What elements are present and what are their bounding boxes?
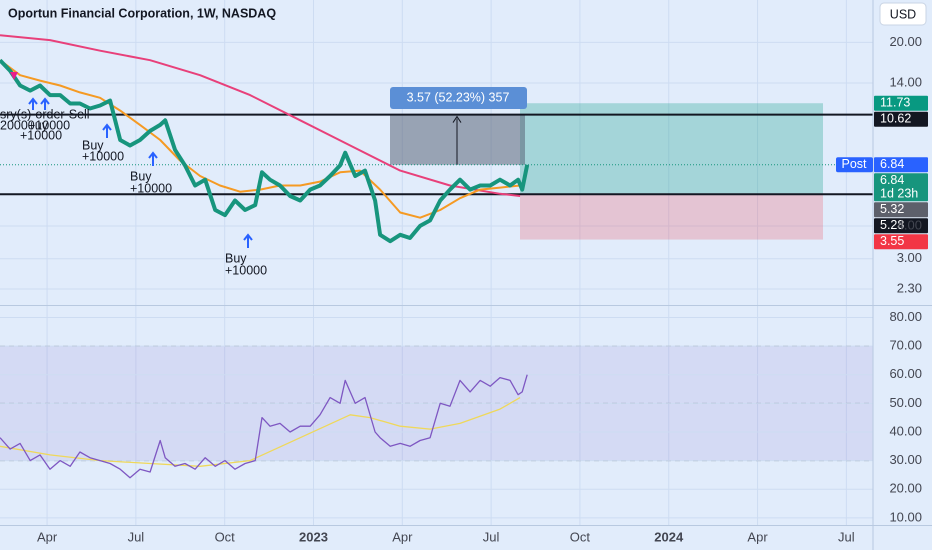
order-annotation: +10000 (225, 263, 267, 277)
marks: 3.57 (52.23%) 357 (0, 34, 873, 479)
currency[interactable]: USD (890, 7, 916, 21)
y-tick-label: 10.00 (889, 509, 922, 524)
arrow (243, 233, 253, 248)
price-label: 11.73 (880, 96, 910, 110)
chart-title: Oportun Financial Corporation, 1W, NASDA… (8, 6, 276, 20)
x-tick-label: Jul (483, 529, 500, 544)
y-tick-label: 20.00 (889, 481, 922, 496)
order-annotation: +10000 (20, 128, 62, 142)
price-label: 3.55 (880, 234, 904, 248)
order-arrows (10, 72, 253, 248)
order-annotation: 20000uy (0, 118, 49, 132)
loss-zone (520, 193, 823, 240)
countdown: 1d 23h (880, 187, 918, 201)
order-annotation: Buy (225, 251, 247, 265)
y-tick-label: 40.00 (889, 423, 922, 438)
price-label-bg (874, 95, 928, 111)
order-annotation: Buy (130, 169, 152, 183)
price-label-bg (874, 202, 928, 218)
y-tick-label: 70.00 (889, 338, 922, 353)
measure-arrowhead (452, 115, 462, 123)
x-tick-label: Oct (570, 529, 591, 544)
series-line (0, 34, 521, 197)
price-label: 10.62 (880, 112, 911, 126)
x-tick-label: 2023 (299, 529, 328, 544)
price-label: 5.28 (880, 218, 904, 232)
x-tick-label: Apr (392, 529, 413, 544)
x-tick-label: 2024 (654, 529, 684, 544)
arrow (102, 123, 112, 138)
grid (0, 0, 873, 525)
price-label-bg (874, 111, 928, 127)
series-line (0, 397, 521, 467)
y-tick-label: 2.30 (897, 280, 922, 295)
y-tick-label: 14.00 (889, 74, 922, 89)
price-label: 5.32 (880, 202, 904, 216)
y-tick-label: 80.00 (889, 309, 922, 324)
y-tick-label: 50.00 (889, 395, 922, 410)
price-label-bg (874, 234, 928, 250)
order-annotation: +10000 (28, 118, 70, 132)
price-label-bg (874, 218, 928, 234)
y-tick-label: 20.00 (889, 34, 922, 49)
order-annotation: sry(s)-order-Sell (0, 107, 90, 121)
currency-button[interactable] (879, 2, 927, 26)
x-tick-label: Apr (747, 529, 768, 544)
y-tick-label: 4.00 (897, 217, 922, 232)
axis-bg (873, 0, 932, 550)
price-label: 6.84 (880, 157, 904, 171)
arrow (148, 151, 158, 166)
sell-marker (10, 72, 18, 80)
x-tick-label: Jul (128, 529, 145, 544)
price-label-bg (874, 173, 928, 202)
measure-label: 3.57 (52.23%) 357 (407, 90, 510, 104)
order-annotation: +10000 (82, 149, 124, 163)
y-tick-label: 60.00 (889, 366, 922, 381)
x-tick-label: Oct (215, 529, 236, 544)
y-tick-label: 30.00 (889, 452, 922, 467)
series-line (0, 374, 528, 479)
arrow (40, 97, 50, 110)
measure-label-bg (390, 87, 527, 109)
y-tick-label: 3.00 (897, 250, 922, 265)
order-annotation: +10000 (130, 181, 172, 195)
price-label: 6.84 (880, 173, 904, 187)
price-label-bg (874, 157, 928, 173)
profit-zone (520, 103, 823, 194)
order-annotation: Buy (82, 138, 104, 152)
post-tag: Post (841, 157, 867, 171)
arrow (28, 97, 38, 110)
series-line (0, 58, 530, 244)
x-tick-label: Apr (37, 529, 58, 544)
post-tag-bg (836, 157, 873, 173)
x-tick-label: Jul (838, 529, 855, 544)
